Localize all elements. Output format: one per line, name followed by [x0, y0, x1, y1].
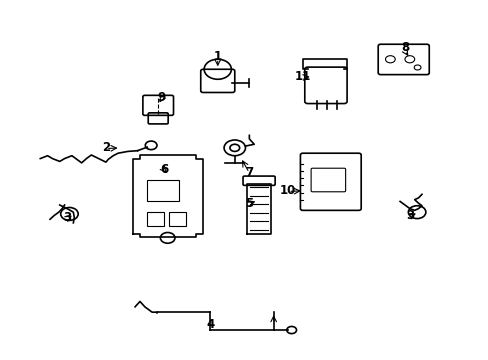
Text: 11: 11 [294, 70, 310, 83]
Text: 3: 3 [63, 211, 71, 224]
Text: 4: 4 [206, 318, 214, 331]
Bar [169, 212, 186, 226]
Bar [147, 212, 164, 226]
Text: 1: 1 [213, 50, 222, 63]
Text: 2: 2 [102, 141, 110, 154]
Text: 7: 7 [245, 166, 253, 179]
Text: 5: 5 [245, 197, 253, 210]
Bar [147, 180, 179, 202]
Text: 8: 8 [400, 41, 408, 54]
Text: 10: 10 [280, 184, 296, 197]
Text: 3: 3 [405, 209, 413, 222]
Text: 6: 6 [160, 163, 168, 176]
Text: 9: 9 [158, 91, 165, 104]
